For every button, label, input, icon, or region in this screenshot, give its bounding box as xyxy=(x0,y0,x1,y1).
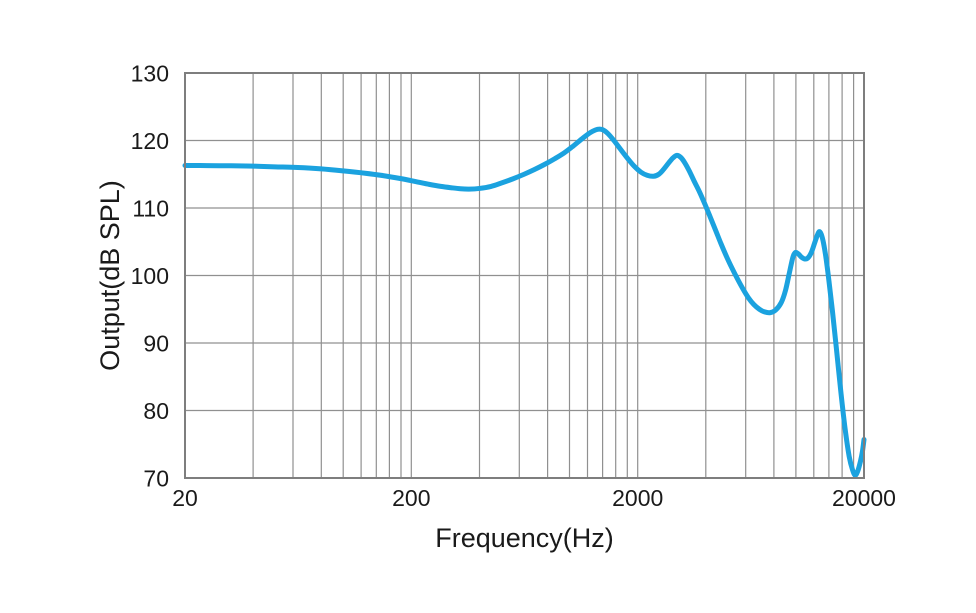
y-tick-label: 80 xyxy=(143,398,169,424)
y-tick-label: 130 xyxy=(131,61,169,87)
x-tick-label: 2000 xyxy=(612,485,663,511)
y-tick-label: 70 xyxy=(143,466,169,492)
y-tick-label: 110 xyxy=(132,196,169,222)
y-tick-label: 90 xyxy=(143,331,169,357)
response-curve xyxy=(182,126,867,478)
x-axis-title: Frequency(Hz) xyxy=(435,523,614,553)
gridlines xyxy=(185,73,864,478)
x-tick-label: 20 xyxy=(172,485,198,511)
y-axis-title: Output(dB SPL) xyxy=(95,180,125,371)
x-tick-label: 20000 xyxy=(832,485,896,511)
x-tick-label: 200 xyxy=(392,485,430,511)
y-tick-label: 120 xyxy=(131,128,169,154)
plot-border xyxy=(184,72,865,479)
y-tick-label: 100 xyxy=(131,263,169,289)
y-tick-labels: 70 80 90 100 110 120 130 xyxy=(131,61,169,492)
curve-layer xyxy=(182,126,867,478)
x-tick-labels: 20 200 2000 20000 xyxy=(172,485,896,511)
